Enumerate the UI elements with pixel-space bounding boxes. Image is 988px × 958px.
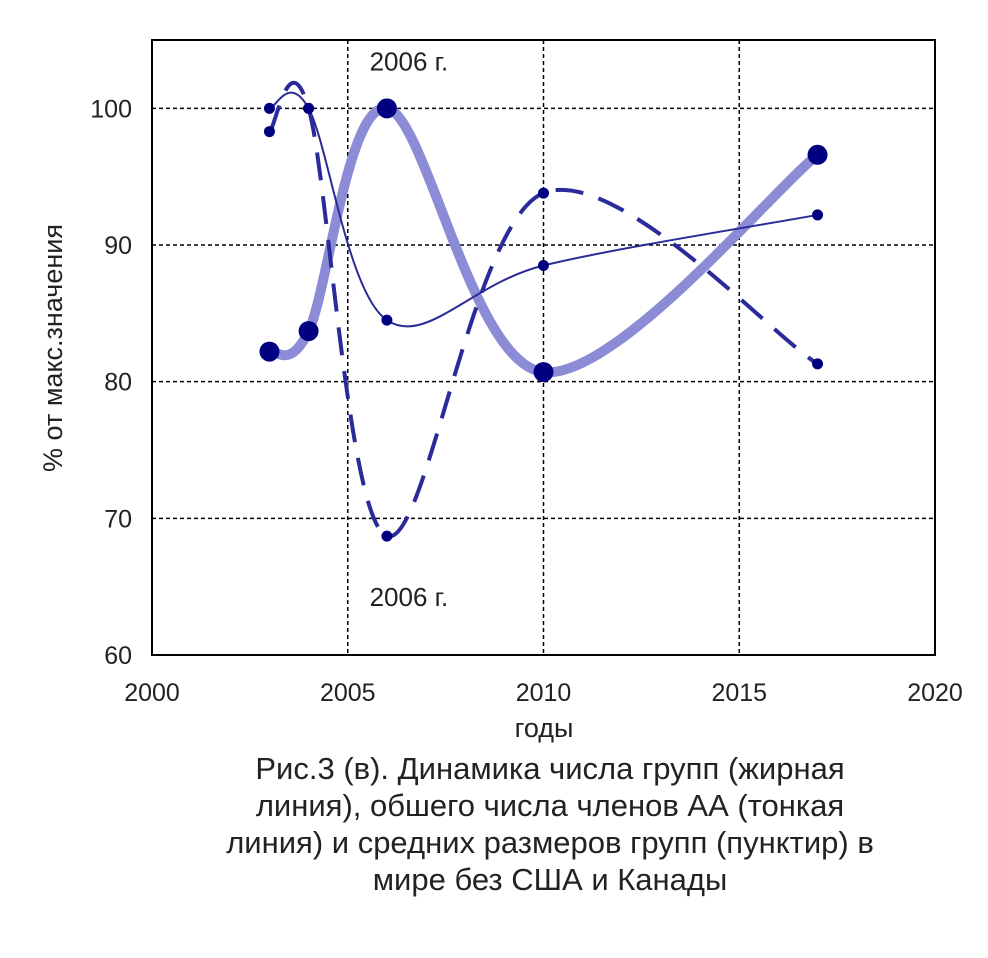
series-thick <box>259 98 828 383</box>
plot-frame <box>151 39 936 656</box>
data-point <box>263 102 275 114</box>
data-point <box>298 321 319 342</box>
annotation-label: 2006 г. <box>370 47 449 77</box>
data-point <box>538 260 549 271</box>
y-tick-label: 80 <box>104 369 132 397</box>
grid <box>152 40 935 655</box>
data-point <box>376 98 397 119</box>
data-point <box>538 187 549 199</box>
annotations: 2006 г. 2006 г. <box>370 47 449 613</box>
x-axis-label: годы <box>515 713 574 743</box>
data-point <box>381 314 393 326</box>
x-tick-label: 2000 <box>124 679 180 707</box>
tick-labels: 2000 2005 2010 2015 2020 60 70 80 90 100 <box>90 95 963 707</box>
series-group <box>259 80 828 542</box>
x-tick-label: 2020 <box>907 679 963 707</box>
caption-line: линия) и средних размеров групп (пунктир… <box>226 825 874 860</box>
x-tick-label: 2005 <box>320 679 376 707</box>
data-point <box>259 341 280 362</box>
x-tick-label: 2010 <box>516 679 572 707</box>
x-tick-label: 2015 <box>711 679 767 707</box>
y-tick-label: 100 <box>90 95 132 123</box>
data-point <box>807 144 828 165</box>
data-point <box>381 530 393 542</box>
y-tick-label: 60 <box>104 642 132 670</box>
y-tick-label: 90 <box>104 232 132 260</box>
caption-line: Рис.3 (в). Динамика числа групп (жирная <box>255 751 845 786</box>
caption-line: линия), обшего числа членов АА (тонкая <box>255 788 845 823</box>
series-dashed <box>263 80 824 542</box>
y-axis-label: % от макс.значения <box>38 224 68 472</box>
data-point <box>812 209 824 221</box>
data-point <box>812 358 824 370</box>
caption-line: мире без США и Канады <box>372 862 728 897</box>
data-point <box>303 102 315 114</box>
annotation-label: 2006 г. <box>370 582 449 612</box>
data-point <box>263 126 275 138</box>
figure-caption: Рис.3 (в). Динамика числа групп (жирная … <box>150 750 950 898</box>
series-line-dashed <box>267 80 819 539</box>
data-point <box>533 362 554 383</box>
y-tick-label: 70 <box>104 505 132 533</box>
